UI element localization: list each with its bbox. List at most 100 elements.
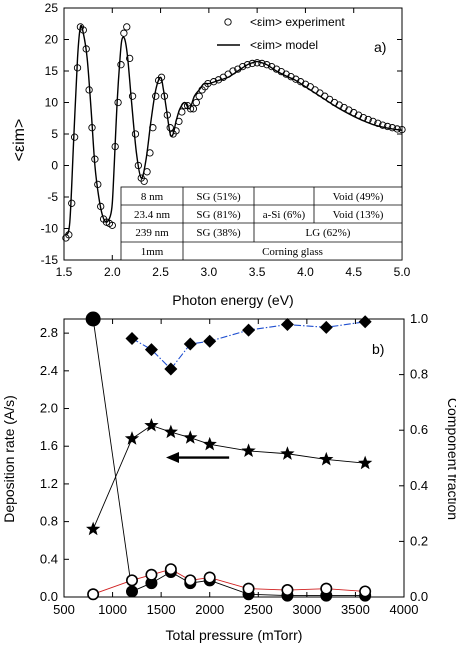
series-line-star xyxy=(92,424,366,530)
layer-table-cell: Void (13%) xyxy=(333,209,384,221)
open-circle-marker xyxy=(203,571,216,584)
panel-b-ytick-label: 2.8 xyxy=(40,325,58,340)
panel-b-ytick-label: 0.4 xyxy=(40,551,58,566)
experiment-point xyxy=(263,61,271,69)
experiment-point xyxy=(383,122,392,131)
panel-a-ytick-label: 5 xyxy=(51,127,58,141)
open-circle-marker xyxy=(242,582,255,595)
panel-a-xtick-label: 1.5 xyxy=(56,265,73,279)
experiment-point xyxy=(146,149,154,157)
experiment-point xyxy=(157,73,166,81)
open-circle-marker xyxy=(164,563,177,576)
panel-b-ytick-right-label: 0.0 xyxy=(410,589,428,604)
experiment-point xyxy=(79,26,87,34)
layer-table-frame xyxy=(120,186,403,261)
layer-table-cell: Void (49%) xyxy=(333,191,384,203)
panel-a-xlabel: Photon energy (eV) xyxy=(172,292,293,308)
panel-b-xtick-label: 4000 xyxy=(390,602,419,617)
experiment-point xyxy=(364,115,372,124)
experiment-point xyxy=(111,142,119,151)
experiment-point xyxy=(316,89,324,97)
open-circle-marker xyxy=(145,568,158,581)
panel-a-xtick-label: 3.0 xyxy=(201,265,218,279)
panel-a-xtick-label: 4.5 xyxy=(345,265,362,279)
experiment-point xyxy=(117,61,125,69)
experiment-point xyxy=(253,59,261,67)
legend-experiment-marker xyxy=(224,18,232,26)
diamond-marker xyxy=(164,362,178,376)
experiment-point xyxy=(189,105,198,113)
experiment-point xyxy=(311,86,319,94)
panel-a-legend: <εim> experiment <εim> model xyxy=(217,15,345,52)
experiment-point xyxy=(88,124,96,132)
layer-table-cell: 239 nm xyxy=(135,227,169,239)
diamond-marker xyxy=(280,318,294,332)
experiment-point xyxy=(143,168,151,176)
open-circle-marker xyxy=(359,585,372,598)
panel-b-label: b) xyxy=(372,341,384,357)
filled-circle-marker xyxy=(85,311,101,327)
experiment-point xyxy=(123,23,131,31)
panel-b-ytick-label: 0.0 xyxy=(40,589,58,604)
experiment-point xyxy=(175,117,183,126)
star-marker xyxy=(358,455,373,470)
panel-b-plot-frame xyxy=(63,318,405,598)
panel-a-xtick-label: 2.5 xyxy=(152,265,169,279)
experiment-point xyxy=(94,180,102,189)
diamond-marker xyxy=(144,343,158,357)
panel-b-series xyxy=(85,311,373,602)
layer-table-cell: Corning glass xyxy=(262,246,323,258)
legend-experiment-label: <εim> experiment xyxy=(250,15,345,29)
experiment-point xyxy=(163,111,171,119)
layer-table-cell: SG (51%) xyxy=(196,191,241,203)
star-marker xyxy=(144,417,159,432)
experiment-point xyxy=(239,62,247,71)
panel-a-xtick-label: 2.0 xyxy=(104,265,121,279)
diamond-marker xyxy=(242,323,256,337)
open-circle-marker xyxy=(184,574,197,587)
experiment-point xyxy=(325,95,334,104)
panel-b-xtick-label: 2500 xyxy=(244,602,273,617)
filled-circle-marker xyxy=(126,585,138,598)
experiment-point xyxy=(126,54,134,63)
layer-table-cell: SG (81%) xyxy=(196,209,241,221)
experiment-point xyxy=(374,119,382,127)
star-marker xyxy=(319,451,334,466)
panel-a-ytick-label: -15 xyxy=(41,253,59,267)
panel-a-ytick-label: 20 xyxy=(45,33,59,47)
experiment-point xyxy=(85,86,93,94)
diamond-marker xyxy=(183,337,197,351)
experiment-point xyxy=(359,113,368,122)
experiment-point xyxy=(178,108,186,116)
experiment-point xyxy=(195,92,203,100)
experiment-point xyxy=(140,177,148,185)
layer-table-cell: 23.4 nm xyxy=(134,209,171,221)
layer-table-cell: LG (62%) xyxy=(306,227,351,239)
panel-b-xlabel: Total pressure (mTorr) xyxy=(166,627,303,643)
panel-a-xtick-label: 4.0 xyxy=(297,265,314,279)
experiment-point xyxy=(97,202,105,211)
panel-a-label: a) xyxy=(374,39,386,55)
experiment-point xyxy=(224,70,232,78)
experiment-point xyxy=(160,92,169,100)
panel-b-ytick-right-label: 1.0 xyxy=(410,311,428,326)
star-marker xyxy=(183,430,198,444)
experiment-point xyxy=(243,61,252,69)
experiment-point xyxy=(120,29,128,37)
diamond-marker xyxy=(319,320,333,334)
layer-table-cell: SG (38%) xyxy=(196,227,241,239)
experiment-point xyxy=(108,221,116,230)
experiment-point xyxy=(321,92,329,100)
series-line-open-circle xyxy=(92,568,366,595)
panel-b-xtick-label: 3000 xyxy=(292,602,321,617)
experiment-point xyxy=(82,45,90,53)
experiment-point xyxy=(149,124,157,132)
model-line xyxy=(65,24,402,236)
panel-a-ytick-label: 10 xyxy=(45,96,59,110)
panel-b-axis-ticks: 500 1000 1500 2000 2500 3000 3500 40000.00.40.8… xyxy=(40,311,428,617)
experiment-point xyxy=(210,78,218,86)
panel-a-ylabel: <εim> xyxy=(11,119,28,162)
experiment-point xyxy=(369,117,377,126)
experiment-point xyxy=(73,64,82,72)
